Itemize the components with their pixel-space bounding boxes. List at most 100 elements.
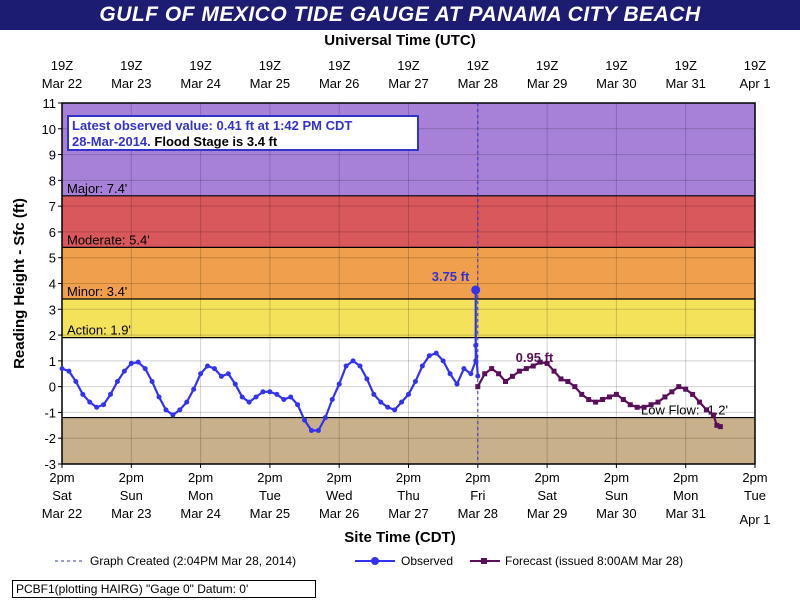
observed-point [239, 394, 245, 400]
observed-point [184, 399, 190, 405]
stage-label-2: Minor: 3.4' [67, 284, 127, 299]
observed-point [412, 378, 418, 384]
observed-point [419, 363, 425, 369]
y-tick-label: 11 [43, 96, 57, 111]
bottom-tick-day: Sat [537, 488, 557, 503]
top-tick-label: 19Z [189, 58, 211, 73]
stage-label-3: Action: 1.9' [67, 323, 131, 338]
series-line-observed [61, 289, 479, 432]
top-tick-label: 19Z [51, 58, 73, 73]
bottom-tick-time: 2pm [188, 470, 213, 485]
bottom-tick-date: Mar 23 [111, 506, 151, 521]
bottom-tick-day: Sun [605, 488, 628, 503]
observed-point [59, 366, 65, 372]
observed-point [385, 404, 391, 410]
top-tick-label: 19Z [467, 58, 489, 73]
top-tick-label: 19Z [328, 58, 350, 73]
bottom-tick-date: Mar 31 [665, 506, 705, 521]
bottom-tick-day: Mon [188, 488, 213, 503]
forecast-point [586, 397, 592, 403]
observed-point [205, 363, 211, 369]
forecast-point [676, 384, 682, 390]
forecast-point [496, 371, 502, 377]
stage-label-0: Major: 7.4' [67, 181, 127, 196]
forecast-point [482, 371, 488, 377]
top-tick-label: 19Z [605, 58, 627, 73]
observed-point [281, 397, 287, 403]
observed-point [350, 358, 356, 364]
forecast-point [475, 384, 481, 390]
bottom-tick-date: Mar 27 [388, 506, 428, 521]
forecast-point [572, 384, 578, 390]
flood-stage-text: Flood Stage is 3.4 ft [154, 134, 278, 149]
top-tick-date: Mar 22 [42, 76, 82, 91]
title-bar: GULF OF MEXICO TIDE GAUGE AT PANAMA CITY… [0, 0, 800, 30]
observed-point [440, 358, 446, 364]
top-tick-date: Mar 24 [180, 76, 220, 91]
x-axis-title: Site Time (CDT) [344, 529, 455, 546]
observed-point [73, 378, 79, 384]
observed-point [357, 363, 363, 369]
bottom-tick-date: Mar 29 [527, 506, 567, 521]
bottom-tick-date: Mar 25 [250, 506, 290, 521]
legend-observed-marker [371, 557, 379, 565]
observed-point [87, 399, 93, 405]
observed-point [211, 366, 217, 372]
forecast-point [627, 402, 633, 408]
observed-max-label: 3.75 ft [432, 269, 470, 284]
forecast-point [620, 397, 626, 403]
forecast-point [565, 378, 571, 384]
forecast-point [579, 391, 585, 397]
forecast-point [634, 404, 640, 410]
bottom-tick-day: Wed [326, 488, 353, 503]
stage-label-4: Low Flow: -1.2' [641, 403, 728, 418]
forecast-point [697, 399, 703, 405]
y-tick-label: -1 [44, 405, 56, 420]
top-tick-label: 19Z [674, 58, 696, 73]
observed-point [475, 373, 481, 379]
observed-point [121, 368, 127, 374]
top-axis-title: Universal Time (UTC) [324, 32, 475, 49]
observed-point [447, 371, 453, 377]
observed-point [302, 417, 308, 423]
forecast-point [593, 399, 599, 405]
y-tick-label: 9 [49, 148, 56, 163]
bottom-tick-day: Tue [744, 488, 766, 503]
y-tick-label: 2 [49, 328, 56, 343]
observed-point [406, 391, 411, 397]
y-tick-label: 8 [49, 173, 56, 188]
observed-point [128, 360, 134, 366]
observed-point [108, 391, 114, 397]
observed-point [163, 407, 169, 413]
legend-observed-text: Observed [401, 554, 453, 568]
y-tick-label: 3 [49, 302, 56, 317]
observed-point [399, 399, 405, 405]
y-tick-label: 7 [49, 199, 56, 214]
forecast-point [606, 394, 612, 400]
forecast-point [703, 407, 709, 413]
legend-graph-created-text: Graph Created (2:04PM Mar 28, 2014) [90, 554, 296, 568]
observed-point [322, 415, 328, 421]
forecast-point [690, 391, 696, 397]
bottom-tick-day: Sat [52, 488, 72, 503]
bottom-tick-date: Mar 24 [180, 506, 220, 521]
top-tick-date: Apr 1 [739, 76, 770, 91]
bottom-tick-date: Mar 30 [596, 506, 636, 521]
observed-point [295, 402, 301, 408]
y-tick-label: 10 [42, 122, 56, 137]
gage-footer: PCBF1(plotting HAIRG) "Gage 0" Datum: 0' [12, 580, 316, 598]
observed-point [308, 427, 314, 433]
observed-point [378, 399, 384, 405]
observed-point [336, 381, 342, 387]
bottom-tick-time: 2pm [534, 470, 559, 485]
top-tick-label: 19Z [120, 58, 142, 73]
observed-point [371, 391, 377, 397]
forecast-point [669, 389, 675, 395]
forecast-point [551, 368, 557, 374]
observed-point [232, 381, 238, 387]
forecast-point [710, 412, 716, 418]
stage-band-5 [62, 417, 755, 464]
observed-point [315, 427, 321, 433]
y-tick-label: -2 [44, 431, 56, 446]
legend-forecast-marker [481, 558, 487, 564]
